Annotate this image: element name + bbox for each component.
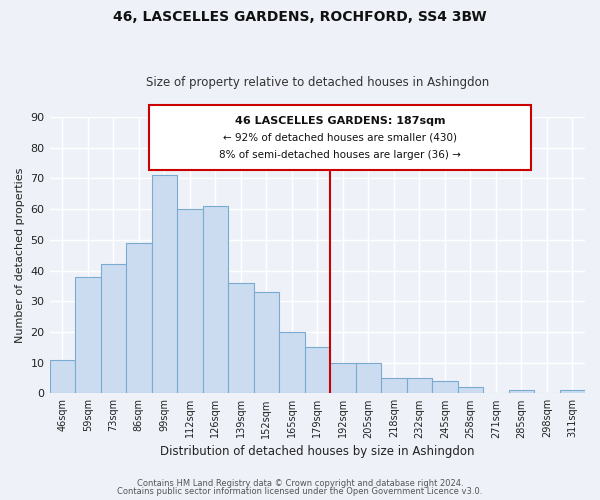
Bar <box>305 348 330 394</box>
Text: 46 LASCELLES GARDENS: 187sqm: 46 LASCELLES GARDENS: 187sqm <box>235 116 445 126</box>
Bar <box>407 378 432 394</box>
Text: 46, LASCELLES GARDENS, ROCHFORD, SS4 3BW: 46, LASCELLES GARDENS, ROCHFORD, SS4 3BW <box>113 10 487 24</box>
Bar <box>560 390 585 394</box>
Title: Size of property relative to detached houses in Ashingdon: Size of property relative to detached ho… <box>146 76 489 90</box>
Bar <box>228 283 254 394</box>
Text: 8% of semi-detached houses are larger (36) →: 8% of semi-detached houses are larger (3… <box>219 150 461 160</box>
Bar <box>203 206 228 394</box>
Bar <box>152 176 177 394</box>
Y-axis label: Number of detached properties: Number of detached properties <box>15 168 25 343</box>
Bar <box>432 381 458 394</box>
Bar <box>458 387 483 394</box>
Bar <box>381 378 407 394</box>
Bar <box>75 276 101 394</box>
FancyBboxPatch shape <box>149 104 532 170</box>
Bar <box>509 390 534 394</box>
Text: Contains HM Land Registry data © Crown copyright and database right 2024.: Contains HM Land Registry data © Crown c… <box>137 478 463 488</box>
Bar <box>101 264 126 394</box>
Bar <box>356 362 381 394</box>
Bar <box>126 243 152 394</box>
Bar <box>50 360 75 394</box>
Bar <box>330 362 356 394</box>
Text: Contains public sector information licensed under the Open Government Licence v3: Contains public sector information licen… <box>118 487 482 496</box>
Text: ← 92% of detached houses are smaller (430): ← 92% of detached houses are smaller (43… <box>223 132 457 142</box>
Bar <box>177 209 203 394</box>
Bar <box>254 292 279 394</box>
Bar <box>279 332 305 394</box>
X-axis label: Distribution of detached houses by size in Ashingdon: Distribution of detached houses by size … <box>160 444 475 458</box>
